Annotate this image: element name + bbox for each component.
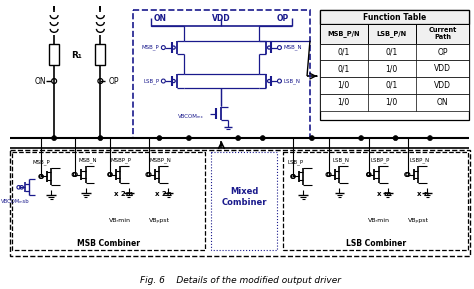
Text: VBCOMₘsb: VBCOMₘsb — [1, 199, 30, 203]
Text: MSB_N: MSB_N — [78, 157, 97, 163]
Text: MSBP_N: MSBP_N — [149, 157, 171, 163]
Text: LSB_N: LSB_N — [283, 78, 301, 84]
Text: VBCOMₘₓ: VBCOMₘₓ — [178, 114, 204, 119]
Bar — [320, 77, 469, 94]
Bar — [10, 150, 470, 256]
Text: VBₚpst: VBₚpst — [149, 218, 170, 223]
Text: Function Table: Function Table — [363, 13, 426, 22]
Text: x 2m: x 2m — [114, 191, 134, 197]
Text: OP: OP — [108, 77, 119, 86]
Text: VDD: VDD — [434, 64, 451, 73]
Text: LSBP_P: LSBP_P — [370, 157, 390, 163]
Bar — [320, 10, 469, 24]
Text: LSB Combiner: LSB Combiner — [346, 239, 406, 248]
Bar — [95, 44, 105, 65]
Text: VDD: VDD — [212, 14, 231, 23]
Text: R₁: R₁ — [72, 51, 82, 60]
Circle shape — [260, 136, 265, 140]
Text: LSB_N: LSB_N — [333, 157, 350, 163]
Bar — [320, 24, 469, 44]
Text: Mixed
Combiner: Mixed Combiner — [221, 188, 267, 207]
Bar — [12, 152, 205, 250]
Text: VDD: VDD — [434, 81, 451, 90]
Circle shape — [52, 136, 56, 140]
Bar — [210, 152, 277, 250]
Text: Current
Path: Current Path — [428, 27, 456, 40]
Circle shape — [428, 136, 432, 140]
Bar — [320, 94, 469, 111]
Circle shape — [186, 136, 191, 140]
Bar — [320, 44, 469, 60]
Text: VBₚpst: VBₚpst — [408, 218, 428, 223]
Bar — [283, 152, 468, 250]
Text: 1/0: 1/0 — [337, 98, 350, 107]
Circle shape — [359, 136, 364, 140]
Text: ON: ON — [35, 77, 46, 86]
Circle shape — [236, 136, 241, 140]
Text: LSB_P/N: LSB_P/N — [376, 30, 407, 37]
Circle shape — [310, 136, 314, 140]
Text: MSB_P: MSB_P — [142, 45, 159, 50]
Circle shape — [157, 136, 162, 140]
Text: VBᵣmin: VBᵣmin — [368, 218, 390, 223]
Text: MSB_P/N: MSB_P/N — [328, 30, 360, 37]
Text: MSB_N: MSB_N — [283, 45, 302, 50]
Bar — [49, 44, 59, 65]
Text: 1/0: 1/0 — [385, 64, 398, 73]
Text: OP: OP — [276, 14, 289, 23]
Text: MSBP_P: MSBP_P — [110, 157, 132, 163]
Text: 0/1: 0/1 — [385, 81, 398, 90]
Text: VBᵣmin: VBᵣmin — [109, 218, 131, 223]
Text: MSB_P: MSB_P — [32, 159, 50, 164]
Text: x m: x m — [376, 191, 391, 197]
Text: Fig. 6    Details of the modified output driver: Fig. 6 Details of the modified output dr… — [140, 276, 341, 285]
Text: x 2n: x 2n — [155, 191, 172, 197]
Text: 0/1: 0/1 — [337, 47, 350, 57]
Bar — [320, 60, 469, 77]
Text: ON: ON — [154, 14, 167, 23]
Text: 1/0: 1/0 — [385, 98, 398, 107]
Circle shape — [393, 136, 398, 140]
Text: 0/1: 0/1 — [385, 47, 398, 57]
Text: OP: OP — [437, 47, 448, 57]
Text: MSB Combiner: MSB Combiner — [77, 239, 140, 248]
Text: 1/0: 1/0 — [337, 81, 350, 90]
Text: LSB_P: LSB_P — [287, 159, 303, 164]
Bar — [320, 10, 469, 121]
Text: LSB_P: LSB_P — [143, 78, 159, 84]
Circle shape — [98, 136, 103, 140]
Text: 0/1: 0/1 — [337, 64, 350, 73]
Bar — [133, 10, 310, 138]
Text: ON: ON — [437, 98, 448, 107]
Text: LSBP_N: LSBP_N — [409, 157, 429, 163]
Text: x n: x n — [417, 191, 429, 197]
